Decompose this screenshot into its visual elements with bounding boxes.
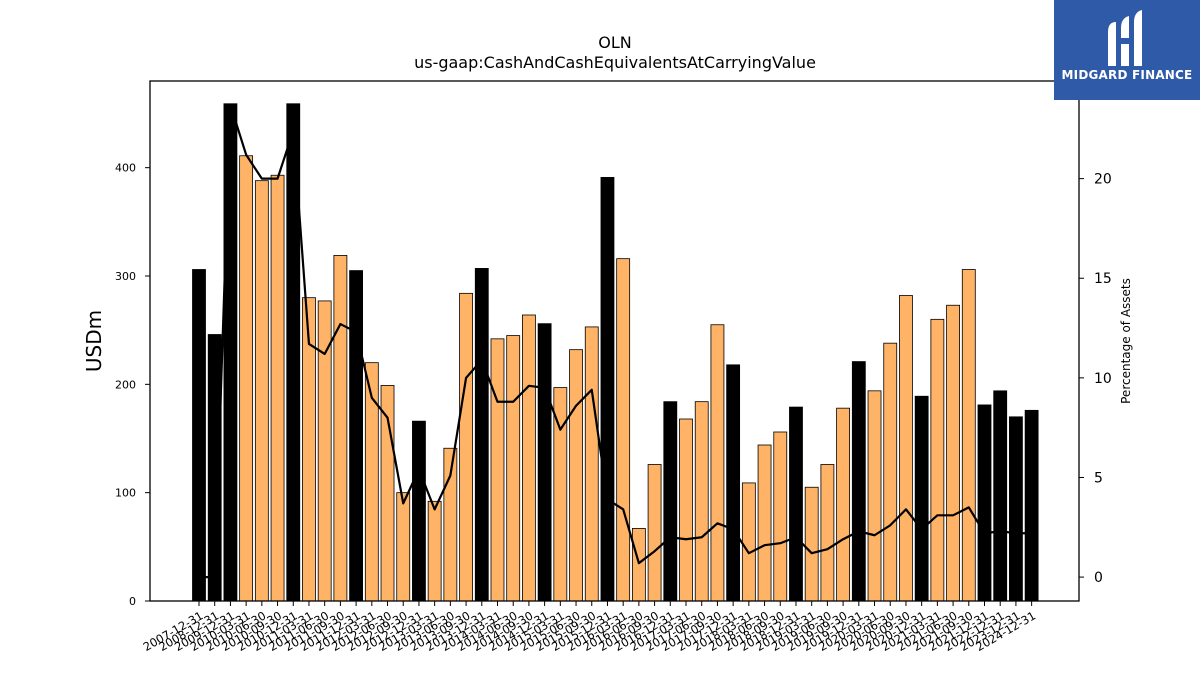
bar-2014-12-31 <box>537 323 552 602</box>
bar-2020-12-31 <box>914 395 929 602</box>
bar-2013-12-31 <box>474 268 489 602</box>
y-axis-right: 0 5 10 15 20 <box>1079 172 1112 586</box>
chart-subtitle: us-gaap:CashAndCashEquivalentsAtCarrying… <box>414 53 816 72</box>
bar-2016-06-30 <box>631 528 646 602</box>
y-tick-label: 400 <box>115 162 136 175</box>
y-axis-label: USDm <box>82 310 106 372</box>
bar-2017-06-30 <box>694 401 709 602</box>
bar-2016-12-31 <box>663 401 678 602</box>
bar-2019-06-30 <box>820 464 835 602</box>
chart-title: OLN <box>598 33 631 52</box>
brand-logo: MIDGARD FINANCE <box>1054 0 1200 100</box>
bar-2020-03-31 <box>867 390 882 602</box>
y-right-tick-label: 0 <box>1094 570 1103 586</box>
bar-2023-12-31 <box>1009 416 1023 602</box>
bar-2019-12-31 <box>851 361 866 602</box>
bar-2019-09-30 <box>836 407 851 602</box>
bar-2015-12-31 <box>600 177 615 602</box>
bar-2009-12-31 <box>223 103 238 602</box>
bar-2015-09-30 <box>584 326 599 602</box>
bar-2020-09-30 <box>899 295 913 602</box>
bar-2018-06-30 <box>757 444 772 602</box>
bar-2022-12-31 <box>993 390 1008 602</box>
bar-2013-03-31 <box>427 500 442 602</box>
y-right-tick-label: 15 <box>1094 271 1112 287</box>
y-tick-label: 100 <box>115 487 136 500</box>
bars-group <box>192 103 1039 602</box>
bar-2014-06-30 <box>506 335 521 602</box>
bar-2010-09-30 <box>270 174 285 602</box>
bar-2011-09-30 <box>333 255 348 602</box>
y-right-tick-label: 10 <box>1094 371 1112 387</box>
y-tick-label: 200 <box>115 378 136 391</box>
bar-2012-09-30 <box>396 492 411 602</box>
logo-mark-icon <box>1108 10 1142 66</box>
y-right-tick-label: 20 <box>1094 172 1112 188</box>
bar-2013-09-30 <box>459 292 473 602</box>
bar-2017-09-30 <box>710 324 725 602</box>
bar-2018-03-31 <box>741 482 756 602</box>
logo-text: MIDGARD FINANCE <box>1061 68 1193 82</box>
bar-2021-12-31 <box>977 404 992 602</box>
bar-2012-12-31 <box>412 420 426 602</box>
plot-frame <box>149 80 1080 602</box>
pct-assets-line <box>199 103 1032 579</box>
bar-2021-09-30 <box>961 269 976 602</box>
bar-2015-06-30 <box>569 349 583 602</box>
bar-2010-06-30 <box>254 180 269 602</box>
y-tick-label: 300 <box>115 270 136 283</box>
bar-2018-09-30 <box>773 431 788 602</box>
bar-2021-03-31 <box>930 318 945 602</box>
bar-2016-09-30 <box>647 464 662 602</box>
bar-2010-03-31 <box>239 155 254 602</box>
bar-2020-06-30 <box>883 342 898 602</box>
bar-2016-03-31 <box>616 258 631 602</box>
bar-2019-03-31 <box>804 486 819 602</box>
bar-2018-12-31 <box>789 406 803 602</box>
bar-2017-03-31 <box>679 418 693 602</box>
x-axis: 2007-12-312008-12-312009-12-312010-03-31… <box>141 601 1038 654</box>
y-right-tick-label: 5 <box>1094 470 1103 486</box>
y-tick-label: 0 <box>129 595 136 608</box>
bar-2007-12-31 <box>192 269 206 602</box>
line-group <box>199 103 1032 579</box>
y-axis-left: 0 100 200 300 400 <box>115 162 150 608</box>
bar-2014-09-30 <box>522 314 536 602</box>
bar-2011-12-31 <box>349 270 364 602</box>
y-axis-right-label: Percentage of Assets <box>1119 278 1133 404</box>
bar-2021-06-30 <box>946 304 960 602</box>
bar-2024-12-31 <box>1024 409 1039 602</box>
bar-2017-12-31 <box>726 364 741 602</box>
bar-2014-03-31 <box>490 338 505 602</box>
